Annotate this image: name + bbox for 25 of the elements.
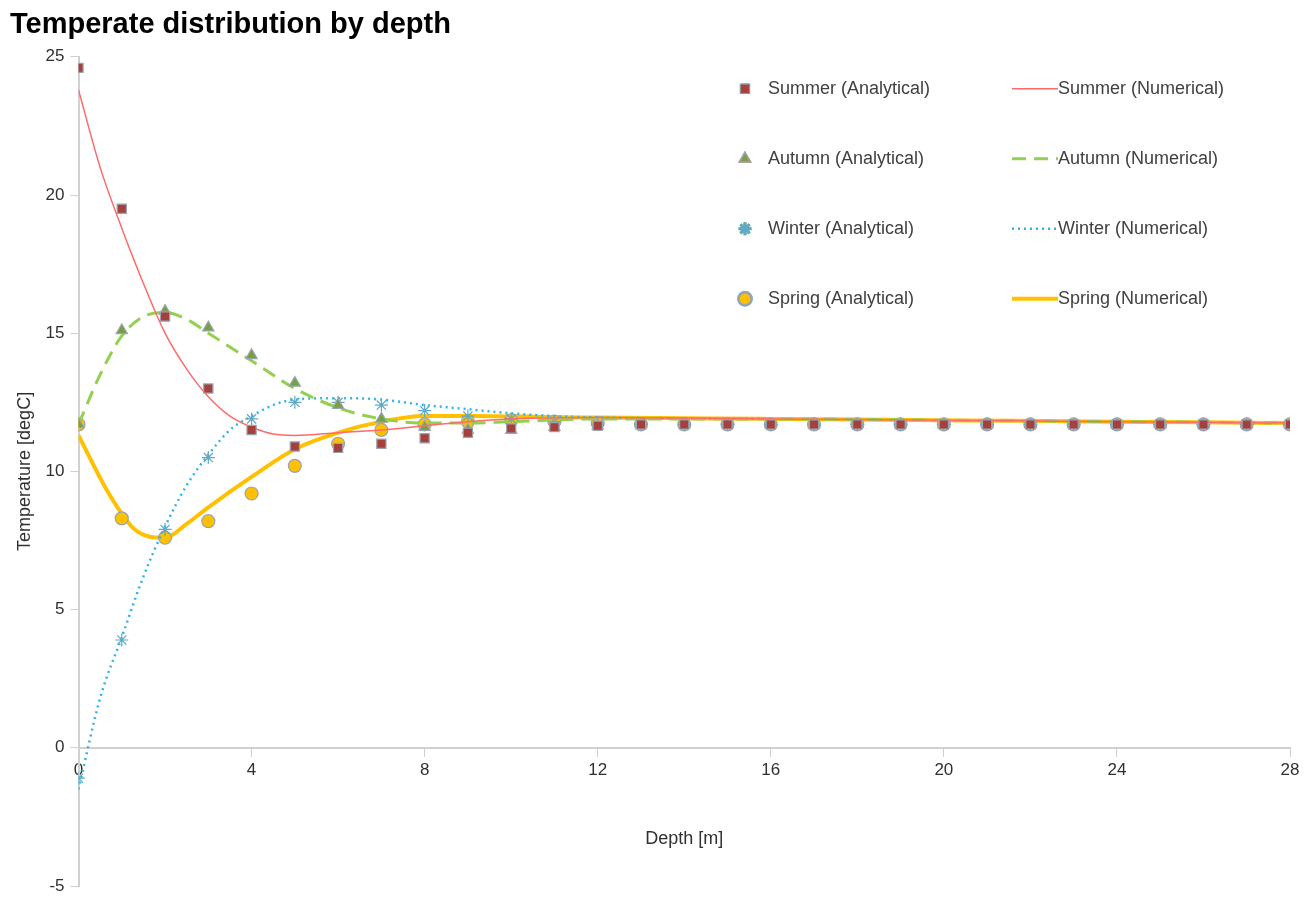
y-tick-label: 25 — [45, 46, 65, 66]
x-tick-label: 28 — [1280, 759, 1300, 779]
legend-label: Summer (Numerical) — [1058, 77, 1225, 98]
legend-label: Winter (Numerical) — [1058, 217, 1209, 238]
y-tick-label: 15 — [45, 322, 65, 342]
x-axis-title: Depth [m] — [645, 827, 724, 848]
chart-title: Temperate distribution by depth — [10, 7, 451, 40]
y-axis-title: Temperature [degC] — [13, 391, 34, 551]
legend-label: Winter (Analytical) — [768, 217, 915, 238]
legend-label: Autumn (Numerical) — [1058, 147, 1219, 168]
x-tick-label: 12 — [588, 759, 608, 779]
legend-label: Autumn (Analytical) — [768, 147, 925, 168]
x-tick-label: 16 — [761, 759, 781, 779]
y-tick-label: -5 — [49, 875, 65, 895]
y-tick-label: 20 — [45, 184, 65, 204]
x-tick-label: 4 — [246, 759, 257, 779]
x-tick-label: 24 — [1107, 759, 1127, 779]
legend-label: Spring (Analytical) — [768, 287, 915, 308]
x-tick-label: 20 — [934, 759, 954, 779]
y-tick-label: 10 — [45, 461, 65, 481]
legend-label: Spring (Numerical) — [1058, 287, 1209, 308]
y-tick-label: 5 — [55, 599, 65, 619]
legend-label: Summer (Analytical) — [768, 77, 931, 98]
x-tick-label: 8 — [419, 759, 430, 779]
y-tick-label: 0 — [55, 737, 65, 757]
